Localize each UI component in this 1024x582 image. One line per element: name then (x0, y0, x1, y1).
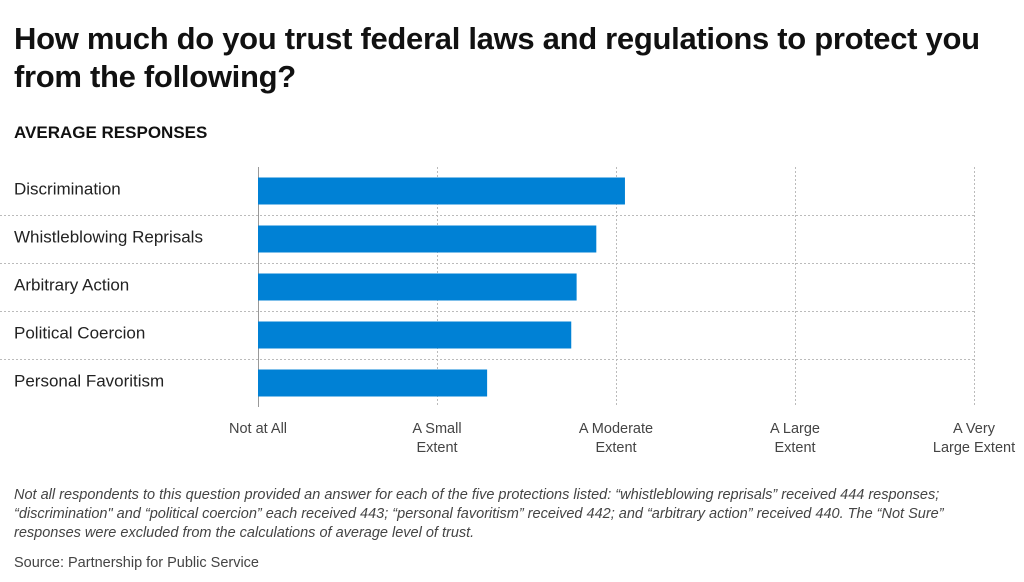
category-label: Arbitrary Action (14, 275, 129, 294)
x-tick-label-line: A Small (412, 421, 461, 437)
x-tick-label-line: A Moderate (579, 421, 653, 437)
bars-layer (258, 177, 625, 397)
x-tick-label-line: Extent (774, 440, 815, 456)
chart-title: How much do you trust federal laws and r… (14, 21, 980, 94)
category-label: Whistleblowing Reprisals (14, 227, 203, 246)
footnote: Not all respondents to this question pro… (14, 487, 944, 541)
bar-chart: Discrimination Whistleblowing Reprisals Ar… (0, 167, 1015, 456)
x-tick-label: A Large Extent (770, 421, 820, 456)
x-tick-label-line: Not at All (229, 421, 287, 437)
x-tick-label-line: Extent (416, 440, 457, 456)
chart-subtitle: AVERAGE RESPONSES (14, 123, 208, 142)
bar-political-coercion (258, 321, 572, 349)
category-label: Personal Favoritism (14, 371, 164, 390)
x-tick-label-line: Large Extent (933, 440, 1015, 456)
source-note: Source: Partnership for Public Service (14, 555, 259, 571)
x-tick-label-line: Extent (595, 440, 636, 456)
category-label: Political Coercion (14, 323, 145, 342)
category-label: Discrimination (14, 179, 121, 198)
x-tick-label: A Small Extent (412, 421, 461, 456)
bar-whistleblowing-reprisals (258, 225, 597, 253)
x-tick-label-line: A Very (953, 421, 996, 437)
bar-discrimination (258, 177, 625, 205)
x-tick-label: A Very Large Extent (933, 421, 1015, 456)
bar-arbitrary-action (258, 273, 577, 301)
category-labels: Discrimination Whistleblowing Reprisals Ar… (14, 179, 203, 390)
x-tick-label: A Moderate Extent (579, 421, 653, 456)
x-tick-label: Not at All (229, 421, 287, 437)
bar-personal-favoritism (258, 369, 488, 397)
x-tick-label-line: A Large (770, 421, 820, 437)
